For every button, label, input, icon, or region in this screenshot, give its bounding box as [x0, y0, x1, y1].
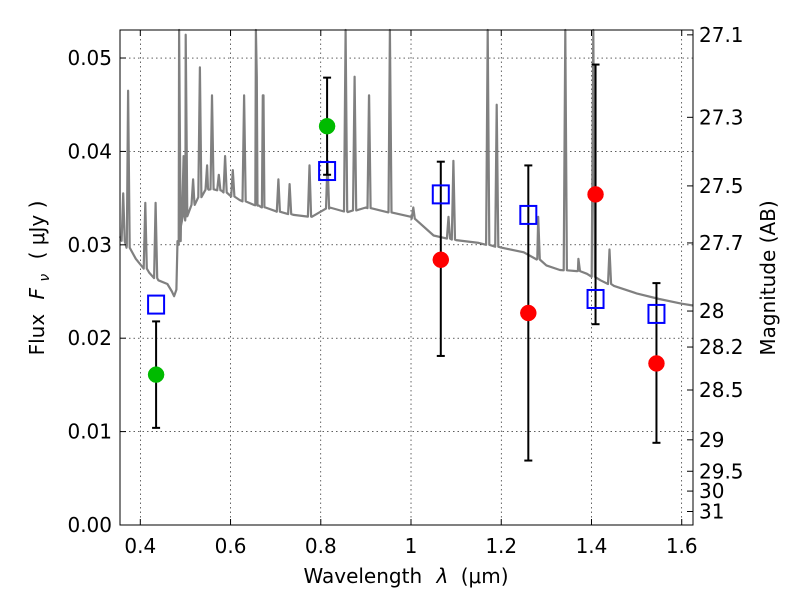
- model-square-point: [431, 184, 450, 205]
- y-axis-label-symbol: F: [25, 287, 49, 299]
- y2-axis-label: Magnitude (AB): [756, 200, 780, 355]
- x-tick-label: 1.6: [666, 534, 698, 558]
- x-tick-label: 1.2: [485, 534, 517, 558]
- green-point: [147, 366, 165, 383]
- y-tick-label: 0.05: [67, 46, 112, 70]
- y-axis-label-prefix: Flux: [25, 314, 49, 356]
- ticks: 0.4 0.6 0.8 1 1.2 1.4 1.6 0.00 0.01 0.02 0.03 0.04 0…: [67, 23, 743, 558]
- model-square-point: [519, 204, 538, 225]
- x-tick-label: 0.4: [124, 534, 156, 558]
- y-tick-label: 0.01: [67, 420, 112, 444]
- red-point: [520, 304, 537, 322]
- model-square-point: [647, 303, 666, 324]
- grid: [120, 30, 693, 525]
- model-square-point: [147, 294, 166, 315]
- plot-frame: [119, 29, 694, 526]
- spectrum-line: [118, 28, 694, 307]
- y2-tick-label: 31: [699, 500, 724, 524]
- plot-background: [120, 30, 693, 525]
- red-point: [648, 355, 665, 372]
- spectrum-layer: [118, 28, 694, 307]
- y2-tick-label: 30: [699, 479, 724, 503]
- y-tick-label: 0.03: [67, 233, 112, 257]
- y-axis-label-subscript: ν: [37, 274, 53, 282]
- model-square-point: [318, 161, 337, 182]
- x-tick-label: 1.4: [576, 534, 608, 558]
- x-tick-label: 0.6: [215, 534, 247, 558]
- x-axis-label-prefix: Wavelength: [303, 564, 422, 588]
- y-tick-label: 0.02: [67, 326, 112, 350]
- y2-tick-label: 27.7: [699, 231, 744, 255]
- y2-tick-label: 27.5: [699, 174, 744, 198]
- y2-tick-label: 28.2: [699, 335, 744, 359]
- y2-tick-label: 29.5: [699, 459, 744, 483]
- marker-layer: [147, 63, 666, 462]
- x-axis-label-unit: (μm): [461, 564, 509, 588]
- y2-tick-label: 27.3: [699, 105, 744, 129]
- y2-tick-label: 28: [699, 299, 724, 323]
- x-axis-label: Wavelength λ (μm): [303, 564, 508, 588]
- y-tick-label: 0.00: [67, 513, 112, 537]
- green-point: [318, 117, 336, 135]
- y-tick-label: 0.04: [67, 139, 112, 163]
- x-tick-label: 1: [405, 534, 418, 558]
- y-axis-label: Flux F ν ( μJy ): [25, 201, 54, 356]
- y2-tick-label: 28.5: [699, 378, 744, 402]
- x-axis-label-symbol: λ: [436, 564, 449, 588]
- red-point: [432, 251, 450, 269]
- x-tick-label: 0.8: [305, 534, 337, 558]
- y-axis-label-unit: ( μJy ): [25, 201, 49, 260]
- y2-tick-label: 27.1: [699, 23, 744, 47]
- red-point: [587, 186, 604, 203]
- y2-tick-label: 29: [699, 428, 724, 452]
- model-square-point: [586, 288, 605, 309]
